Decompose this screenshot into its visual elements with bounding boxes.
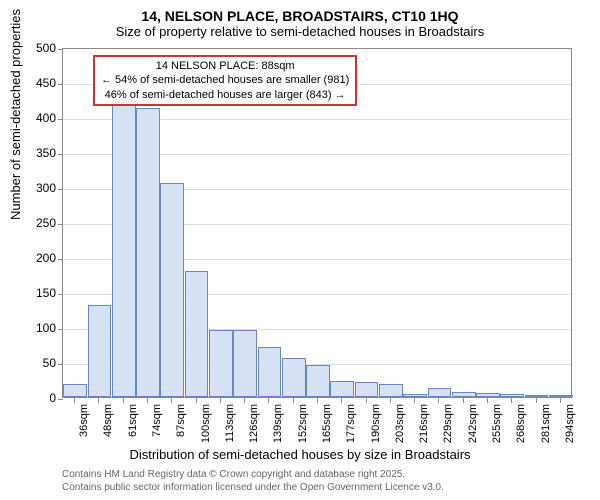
xtick-label: 87sqm — [175, 404, 187, 448]
histogram-bar — [355, 382, 379, 397]
footnote: Contains HM Land Registry data © Crown c… — [62, 468, 444, 494]
histogram-bar — [330, 381, 354, 397]
histogram-bar — [258, 347, 282, 397]
callout-line2: ← 54% of semi-detached houses are smalle… — [101, 73, 349, 87]
xtick-label: 126sqm — [248, 404, 260, 448]
ytick-label: 500 — [16, 41, 56, 55]
xtick-label: 203sqm — [394, 404, 406, 448]
xtick-label: 113sqm — [224, 404, 236, 448]
xtick-label: 165sqm — [321, 404, 333, 448]
xtick-label: 268sqm — [515, 404, 527, 448]
xtick-label: 48sqm — [102, 404, 114, 448]
callout-line1: 14 NELSON PLACE: 88sqm — [101, 59, 349, 73]
histogram-bar — [500, 394, 524, 398]
xtick-label: 100sqm — [200, 404, 212, 448]
chart-subtitle: Size of property relative to semi-detach… — [0, 24, 600, 45]
xtick-label: 294sqm — [564, 404, 576, 448]
xtick-label: 229sqm — [442, 404, 454, 448]
xtick-label: 74sqm — [151, 404, 163, 448]
callout-box: 14 NELSON PLACE: 88sqm ← 54% of semi-det… — [93, 55, 357, 106]
xtick-label: 281sqm — [540, 404, 552, 448]
histogram-bar — [525, 395, 549, 397]
x-axis-label: Distribution of semi-detached houses by … — [0, 447, 600, 462]
xtick-label: 61sqm — [127, 404, 139, 448]
histogram-bar — [136, 108, 160, 397]
plot-area: 14 NELSON PLACE: 88sqm ← 54% of semi-det… — [62, 48, 572, 398]
histogram-bar — [185, 271, 209, 397]
ytick-label: 400 — [16, 111, 56, 125]
xtick-label: 139sqm — [272, 404, 284, 448]
xtick-label: 216sqm — [418, 404, 430, 448]
histogram-bar — [88, 305, 112, 397]
histogram-bar — [112, 104, 136, 397]
xtick-label: 177sqm — [345, 404, 357, 448]
ytick-label: 300 — [16, 181, 56, 195]
xtick-label: 152sqm — [297, 404, 309, 448]
histogram-bar — [209, 330, 233, 397]
histogram-bar — [379, 384, 403, 397]
histogram-bar — [428, 388, 452, 397]
ytick-label: 200 — [16, 251, 56, 265]
histogram-bar — [233, 330, 257, 397]
histogram-bar — [306, 365, 330, 397]
ytick-label: 250 — [16, 216, 56, 230]
chart-title: 14, NELSON PLACE, BROADSTAIRS, CT10 1HQ — [0, 0, 600, 24]
histogram-bar — [476, 393, 500, 397]
xtick-label: 190sqm — [370, 404, 382, 448]
xtick-label: 36sqm — [78, 404, 90, 448]
histogram-chart: 14, NELSON PLACE, BROADSTAIRS, CT10 1HQ … — [0, 0, 600, 500]
callout-line3: 46% of semi-detached houses are larger (… — [101, 88, 349, 102]
histogram-bar — [63, 384, 87, 397]
histogram-bar — [160, 183, 184, 397]
xtick-label: 242sqm — [467, 404, 479, 448]
histogram-bar — [403, 394, 427, 398]
ytick-label: 50 — [16, 356, 56, 370]
histogram-bar — [282, 358, 306, 397]
ytick-label: 150 — [16, 286, 56, 300]
ytick-label: 350 — [16, 146, 56, 160]
histogram-bar — [549, 395, 573, 397]
ytick-label: 100 — [16, 321, 56, 335]
ytick-label: 450 — [16, 76, 56, 90]
xtick-label: 255sqm — [491, 404, 503, 448]
ytick-label: 0 — [16, 391, 56, 405]
histogram-bar — [452, 392, 476, 397]
